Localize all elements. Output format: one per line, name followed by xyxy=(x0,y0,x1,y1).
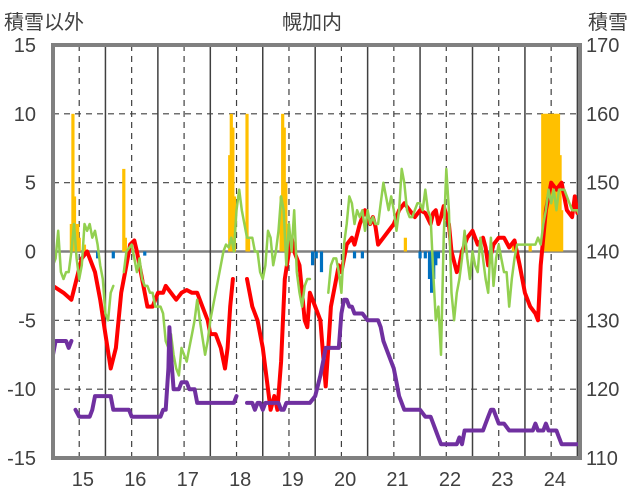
right-tick-label: 160 xyxy=(586,104,619,126)
green_line-segment xyxy=(122,188,312,377)
bar xyxy=(423,251,427,259)
right-tick-label: 110 xyxy=(586,448,618,470)
x-tick-label: 23 xyxy=(491,469,513,491)
line-series xyxy=(51,167,582,447)
chart-title: 幌加内 xyxy=(282,12,342,34)
right-tick-label: 130 xyxy=(586,310,619,332)
purple_line-segment xyxy=(245,297,582,447)
right-tick-label: 150 xyxy=(586,173,619,195)
x-tick-label: 15 xyxy=(72,469,94,491)
bar xyxy=(427,251,432,280)
right-axis-ticks: 170 160 150 140 130 120 110 xyxy=(586,35,619,470)
bar xyxy=(95,251,100,259)
x-tick-label: 24 xyxy=(544,469,566,491)
x-tick-label: 18 xyxy=(229,469,251,491)
bar xyxy=(319,251,324,273)
bar xyxy=(123,237,127,252)
bar xyxy=(314,251,318,259)
bar xyxy=(430,251,434,293)
left-axis-ticks: 15 10 5 0 -5 -10 -15 xyxy=(7,35,36,470)
red_line-segment xyxy=(51,238,235,371)
bar xyxy=(246,237,251,252)
bar xyxy=(403,237,407,252)
x-tick-label: 17 xyxy=(177,469,199,491)
bar xyxy=(245,113,249,252)
green_line-segment xyxy=(51,222,115,322)
bar xyxy=(360,251,364,259)
left-tick-label: 15 xyxy=(14,35,36,57)
right-axis-label: 積雪 xyxy=(588,12,628,34)
bar xyxy=(82,244,87,252)
red_line-segment xyxy=(245,180,582,412)
green_line-segment xyxy=(327,167,582,357)
bar xyxy=(143,251,147,256)
bar xyxy=(310,251,315,266)
bar xyxy=(111,251,115,259)
left-tick-label: -10 xyxy=(7,379,36,401)
bar xyxy=(122,168,126,252)
x-axis-ticks: 15 16 17 18 19 20 21 22 23 24 xyxy=(72,469,566,491)
bar xyxy=(231,127,235,252)
left-tick-label: 5 xyxy=(25,173,36,195)
purple_line-segment xyxy=(73,325,239,419)
bar xyxy=(511,244,516,252)
bar xyxy=(560,210,564,252)
bar xyxy=(434,251,438,266)
right-tick-label: 140 xyxy=(586,242,619,264)
left-tick-label: 10 xyxy=(14,104,36,126)
left-tick-label: -5 xyxy=(18,310,36,332)
x-tick-label: 20 xyxy=(334,469,356,491)
left-tick-label: -15 xyxy=(7,448,36,470)
bar xyxy=(558,155,562,252)
bar xyxy=(352,251,357,259)
x-tick-label: 19 xyxy=(282,469,304,491)
bar xyxy=(284,182,288,252)
right-tick-label: 170 xyxy=(586,35,619,57)
x-tick-label: 21 xyxy=(386,469,408,491)
left-tick-label: 0 xyxy=(25,242,36,264)
purple_line-segment xyxy=(51,339,74,357)
right-tick-label: 120 xyxy=(586,379,619,401)
bar xyxy=(71,113,75,252)
plot-frame xyxy=(51,43,582,460)
bar xyxy=(528,244,532,252)
bar xyxy=(418,251,422,259)
left-axis-label: 積雪以外 xyxy=(4,12,84,34)
bar xyxy=(77,237,81,252)
x-tick-label: 16 xyxy=(124,469,146,491)
bar xyxy=(436,251,441,259)
x-tick-label: 22 xyxy=(439,469,461,491)
